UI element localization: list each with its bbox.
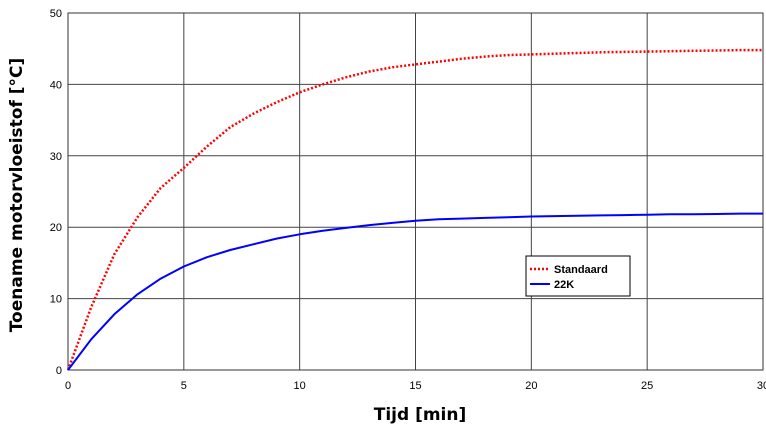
legend-box (525, 255, 631, 297)
y-tick-label: 40 (50, 79, 62, 91)
x-tick-label: 20 (525, 380, 537, 392)
series-lines (66, 48, 763, 371)
legend-label-22k: 22K (554, 279, 574, 291)
y-tick-label: 30 (50, 151, 62, 163)
x-tick-label: 10 (294, 380, 306, 392)
y-tick-label: 50 (50, 8, 62, 20)
series-line-standaard (66, 48, 763, 371)
grid (67, 12, 764, 371)
x-axis-title: Tijd [min] (374, 405, 467, 425)
plot-frame (67, 12, 764, 371)
y-tick-label: 20 (50, 222, 62, 234)
legend-label-standaard: Standaard (554, 264, 608, 276)
x-tick-label: 30 (757, 380, 766, 392)
x-tick-label: 5 (181, 380, 187, 392)
x-tick-label: 25 (641, 380, 653, 392)
x-tick-label: 0 (65, 380, 71, 392)
y-axis-title: Toename motorvloeistof [°C] (7, 58, 27, 333)
x-tick-label: 15 (409, 380, 421, 392)
y-tick-label: 10 (50, 294, 62, 306)
y-tick-label: 0 (56, 365, 62, 377)
tick-labels: 0 5 10 15 20 25 30 0 10 20 30 40 50 (50, 8, 766, 392)
legend: Standaard 22K (525, 255, 631, 297)
series-line-22k (67, 212, 763, 371)
legend-items: Standaard 22K (530, 264, 608, 291)
